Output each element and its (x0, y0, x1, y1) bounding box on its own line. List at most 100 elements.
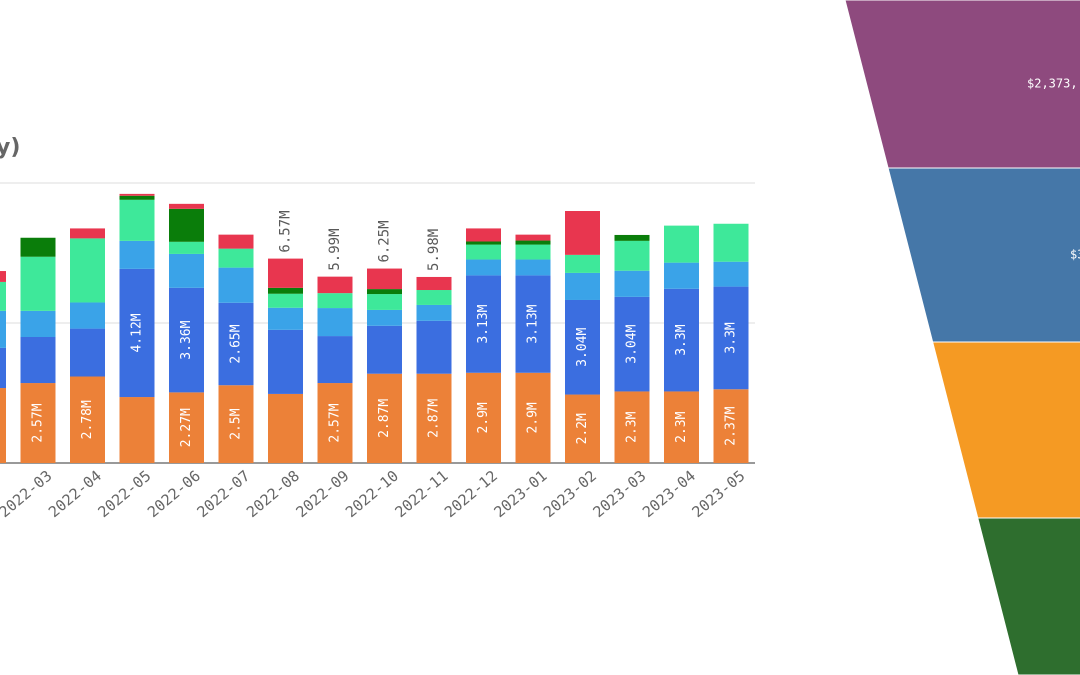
data-label: 2.2M (575, 413, 590, 444)
bar-segment (169, 208, 204, 242)
data-label: 2.5M (229, 408, 244, 439)
bar-segment (268, 293, 303, 308)
bar-segment (0, 281, 6, 311)
bar-segment (664, 288, 699, 392)
bar-segment (614, 240, 650, 271)
bar-segment (119, 240, 155, 269)
bar-segment (565, 394, 600, 463)
bar-segment (20, 383, 56, 463)
x-tick-label: 2023-02 (540, 467, 600, 521)
x-tick-label: 2022-06 (144, 467, 204, 521)
data-label: 2.65M (229, 324, 244, 363)
data-label: 2.57M (31, 403, 46, 442)
bar-segment (416, 373, 452, 463)
x-tick-label: 2022-11 (391, 467, 451, 521)
bar-segment (466, 241, 501, 245)
data-label: 2.37M (724, 406, 739, 445)
data-label: 2.87M (427, 399, 442, 438)
bar-segment (218, 385, 254, 463)
bar-segment (20, 256, 56, 311)
bar-segment (416, 304, 452, 321)
bar-segment (317, 383, 353, 463)
bar-segment (367, 289, 402, 295)
bar-segment (614, 296, 650, 392)
funnel-label: $2,373, (1027, 77, 1078, 91)
bar-segment (367, 309, 402, 326)
data-label: 3.13M (476, 304, 491, 343)
bar-segment (20, 337, 56, 384)
data-label: 2.9M (526, 402, 541, 433)
data-label: 2.27M (179, 408, 194, 447)
bar-segment (317, 276, 353, 294)
bar-segment (614, 234, 650, 241)
bar-segment (169, 392, 204, 463)
total-label: 6.57M (278, 210, 294, 252)
bar-segment (268, 393, 303, 463)
bar-segment (20, 310, 56, 337)
bar-segment (515, 234, 551, 241)
data-label: 2.87M (377, 399, 392, 438)
bar-segment (713, 223, 749, 262)
x-tick-label: 2022-10 (342, 467, 402, 521)
bar-segment (466, 372, 501, 463)
bar-segment (515, 259, 551, 276)
bar-segment (416, 290, 452, 305)
bar-segment (119, 268, 155, 398)
bar-segment (317, 336, 353, 384)
bar-segment (367, 268, 402, 290)
bar-segment (466, 228, 501, 242)
data-label: 2.3M (674, 411, 689, 442)
bar-segment (367, 373, 402, 463)
bar-segment (614, 391, 650, 463)
bar-segment (119, 195, 155, 200)
bar-segment (466, 275, 501, 373)
funnel-stage (977, 517, 1080, 675)
bar-segment (565, 272, 600, 300)
bar-segment (119, 397, 155, 463)
bar-segment (713, 389, 749, 463)
bar-segment (70, 376, 105, 463)
x-tick-label: 2022-05 (94, 467, 154, 521)
bar-segment (565, 254, 600, 273)
bar-segment (0, 310, 6, 348)
x-tick-label: 2023-05 (688, 467, 748, 521)
bar-segment (466, 259, 501, 276)
bar-segment (218, 234, 254, 249)
bar-segment (466, 244, 501, 260)
bar-segment (713, 261, 749, 287)
data-label: 2.78M (80, 400, 95, 439)
x-tick-label: 2023-01 (490, 467, 550, 521)
bar-segment (565, 211, 600, 255)
total-label: 6.25M (377, 220, 393, 262)
bar-segment (664, 391, 699, 463)
bar-segment (20, 237, 56, 257)
bar-segment (317, 308, 353, 337)
bar-segment (367, 294, 402, 310)
bar-segment (70, 228, 105, 239)
bar-segment (169, 241, 204, 254)
bar-segment (169, 253, 204, 288)
x-tick-label: 2023-03 (589, 467, 649, 521)
x-tick-label: 2022-04 (45, 467, 105, 521)
funnel-stage (844, 0, 1080, 169)
x-tick-label: 2022-03 (0, 467, 55, 521)
bar-segment (664, 262, 699, 289)
bar-segment (70, 328, 105, 377)
data-label: 3.13M (526, 304, 541, 343)
data-label: 3.04M (575, 328, 590, 367)
data-label: 2.3M (625, 411, 640, 442)
x-tick-label: 2022-09 (292, 467, 352, 521)
bar-segment (218, 267, 254, 303)
bar-segment (614, 270, 650, 297)
bar-segment (268, 287, 303, 294)
bar-segment (515, 244, 551, 260)
bar-segment (664, 225, 699, 263)
bar-segment (317, 293, 353, 309)
data-label: 3.3M (724, 322, 739, 353)
bar-segment (515, 372, 551, 463)
bar-segment (515, 275, 551, 373)
data-label: 3.36M (179, 320, 194, 359)
bar-segment (70, 238, 105, 303)
